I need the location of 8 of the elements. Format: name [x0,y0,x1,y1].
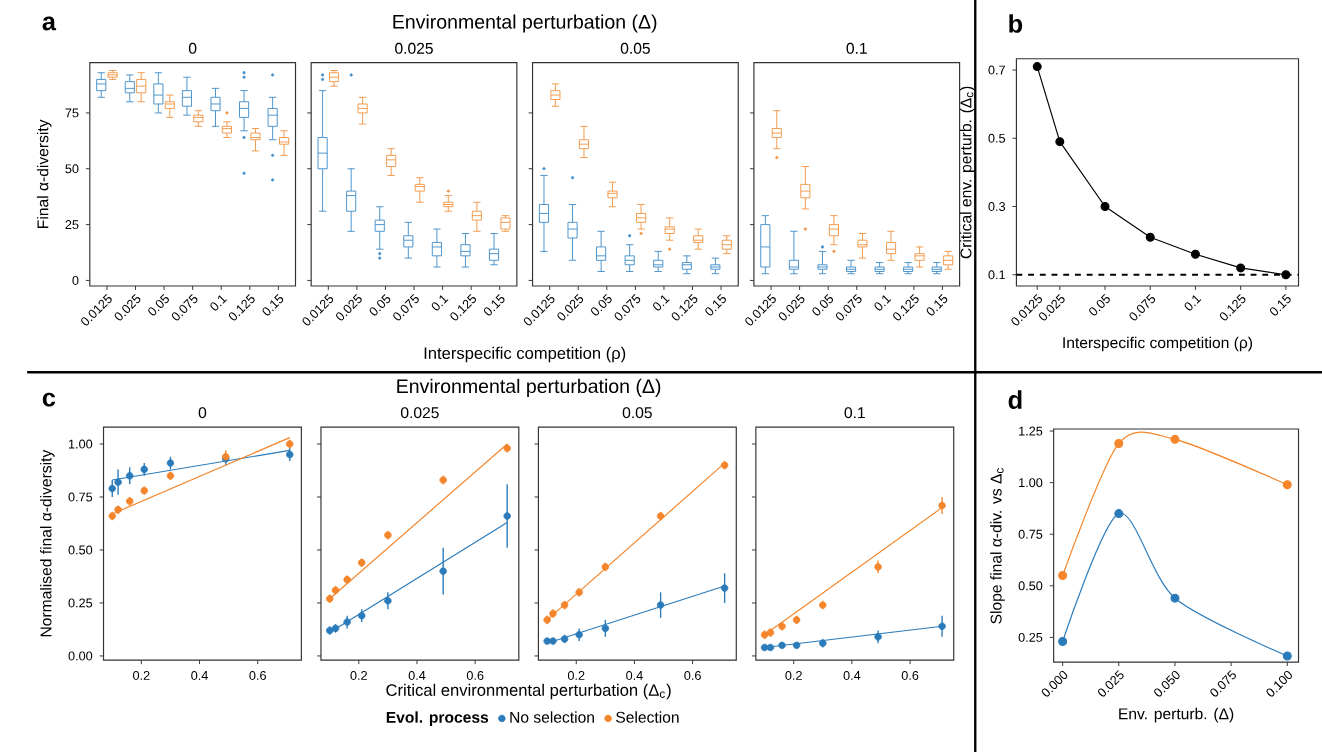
chart-title: Environmental perturbation (Δ) [397,378,661,397]
text: b [1009,14,1023,33]
text: c [42,392,56,407]
text: d [1008,390,1022,409]
x-axis-title: Critical environmental perturbation (Δ$_{c}$) [386,683,671,700]
text: a [42,16,57,31]
chart-title: Environmental perturbation (Δ) [393,14,657,33]
x-axis-title: Interspecific competition (ρ) [424,346,626,363]
